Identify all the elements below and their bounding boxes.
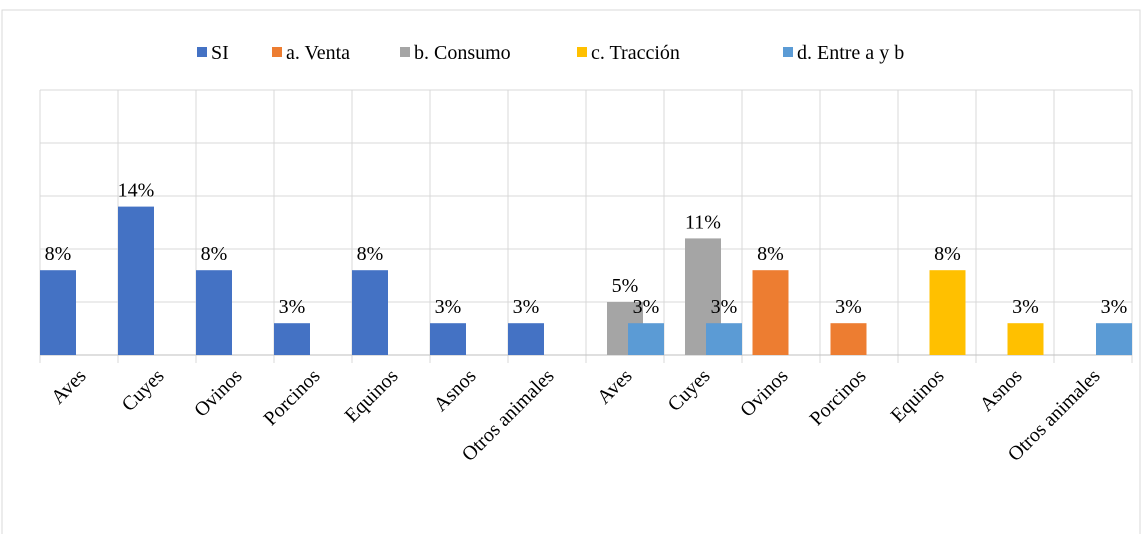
bar	[830, 323, 867, 355]
data-label: 3%	[279, 296, 306, 318]
legend-swatch	[197, 47, 207, 57]
bar	[1007, 323, 1044, 355]
legend-label: b. Consumo	[414, 42, 511, 64]
bar	[196, 270, 232, 355]
data-label: 3%	[633, 296, 660, 318]
data-label: 8%	[357, 243, 384, 265]
data-label: 14%	[118, 180, 155, 202]
legend-swatch	[783, 47, 793, 57]
bar	[628, 323, 664, 355]
legend-swatch	[577, 47, 587, 57]
legend-label: a. Venta	[286, 42, 350, 64]
legend-label: SI	[211, 42, 229, 64]
data-label: 3%	[835, 296, 862, 318]
legend-label: d. Entre a y b	[797, 42, 904, 64]
data-label: 3%	[513, 296, 540, 318]
data-label: 3%	[1012, 296, 1039, 318]
data-label: 11%	[685, 211, 721, 233]
data-label: 8%	[45, 243, 72, 265]
data-label: 8%	[201, 243, 228, 265]
legend-swatch	[272, 47, 282, 57]
data-label: 5%	[612, 275, 639, 297]
data-label: 3%	[1101, 296, 1128, 318]
data-label: 3%	[711, 296, 738, 318]
bar	[752, 270, 789, 355]
legend-label: c. Tracción	[591, 42, 680, 64]
bar	[40, 270, 76, 355]
bar	[430, 323, 466, 355]
data-label: 3%	[435, 296, 462, 318]
data-label: 8%	[934, 243, 961, 265]
bar	[929, 270, 966, 355]
bar	[352, 270, 388, 355]
chart-border	[1, 9, 1141, 534]
data-label: 8%	[757, 243, 784, 265]
bar	[1096, 323, 1132, 355]
bar	[508, 323, 544, 355]
bar	[706, 323, 742, 355]
legend-swatch	[400, 47, 410, 57]
bar	[274, 323, 310, 355]
bar	[118, 206, 154, 355]
